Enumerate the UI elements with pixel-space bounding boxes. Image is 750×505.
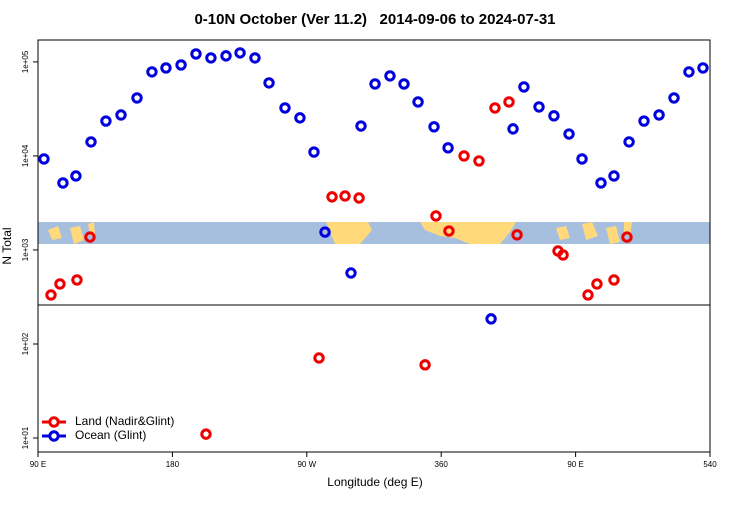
point [591, 278, 603, 290]
point [200, 428, 212, 440]
x-tick-label: 540 [703, 460, 717, 469]
point [443, 225, 455, 237]
point [70, 170, 82, 182]
point [548, 110, 560, 122]
point [489, 102, 501, 114]
x-tick-label: 180 [166, 460, 180, 469]
land-americas [326, 222, 372, 244]
point [398, 78, 410, 90]
point [428, 121, 440, 133]
point [503, 96, 515, 108]
x-axis-label: Longitude (deg E) [327, 475, 422, 489]
point [38, 153, 50, 165]
point [668, 92, 680, 104]
point [533, 101, 545, 113]
point [190, 48, 202, 60]
point [319, 226, 331, 238]
point [511, 229, 523, 241]
point [419, 359, 431, 371]
point [100, 115, 112, 127]
x-tick-label: 90 E [567, 460, 583, 469]
point [84, 231, 96, 243]
legend-marker [48, 416, 60, 428]
plot-frame [37, 39, 711, 453]
point [653, 109, 665, 121]
point [518, 81, 530, 93]
point [160, 62, 172, 74]
point [308, 146, 320, 158]
point [576, 153, 588, 165]
point [115, 109, 127, 121]
point [326, 191, 338, 203]
point [249, 52, 261, 64]
point [146, 66, 158, 78]
map-strip [38, 222, 710, 244]
point [294, 112, 306, 124]
x-tick-label: 360 [435, 460, 449, 469]
point [355, 120, 367, 132]
x-tick-label: 90 W [297, 460, 316, 469]
point [458, 150, 470, 162]
point [638, 115, 650, 127]
chart-title: 0-10N October (Ver 11.2) 2014-09-06 to 2… [194, 11, 555, 28]
point [85, 136, 97, 148]
point [507, 123, 519, 135]
y-tick-label: 1e+03 [21, 238, 30, 261]
point [442, 142, 454, 154]
point [131, 92, 143, 104]
point [71, 274, 83, 286]
legend-label: Land (Nadir&Glint) [75, 414, 174, 428]
point [582, 289, 594, 301]
point [54, 278, 66, 290]
point [473, 155, 485, 167]
land-asia [48, 222, 95, 244]
point [175, 59, 187, 71]
point [697, 62, 709, 74]
point [412, 96, 424, 108]
point [621, 231, 633, 243]
point [563, 128, 575, 140]
y-tick-label: 1e+01 [21, 426, 30, 449]
point [339, 190, 351, 202]
point [263, 77, 275, 89]
land-asia-2 [556, 222, 632, 244]
point [384, 70, 396, 82]
legend-label: Ocean (Glint) [75, 428, 146, 442]
point [57, 177, 69, 189]
point [45, 289, 57, 301]
ocean-strip [38, 222, 710, 244]
point [608, 170, 620, 182]
y-axis-label: N Total [0, 227, 14, 264]
land-africa [420, 222, 516, 244]
point [345, 267, 357, 279]
y-tick-label: 1e+05 [21, 50, 30, 73]
point [369, 78, 381, 90]
point [623, 136, 635, 148]
point [683, 66, 695, 78]
point [430, 210, 442, 222]
point [608, 274, 620, 286]
x-tick-label: 90 E [30, 460, 46, 469]
point [279, 102, 291, 114]
point [595, 177, 607, 189]
point [234, 47, 246, 59]
point [220, 50, 232, 62]
point [557, 249, 569, 261]
point [313, 352, 325, 364]
point [205, 52, 217, 64]
point [353, 192, 365, 204]
legend-marker [48, 430, 60, 442]
y-tick-label: 1e+04 [21, 144, 30, 167]
y-tick-label: 1e+02 [21, 332, 30, 355]
point [485, 313, 497, 325]
